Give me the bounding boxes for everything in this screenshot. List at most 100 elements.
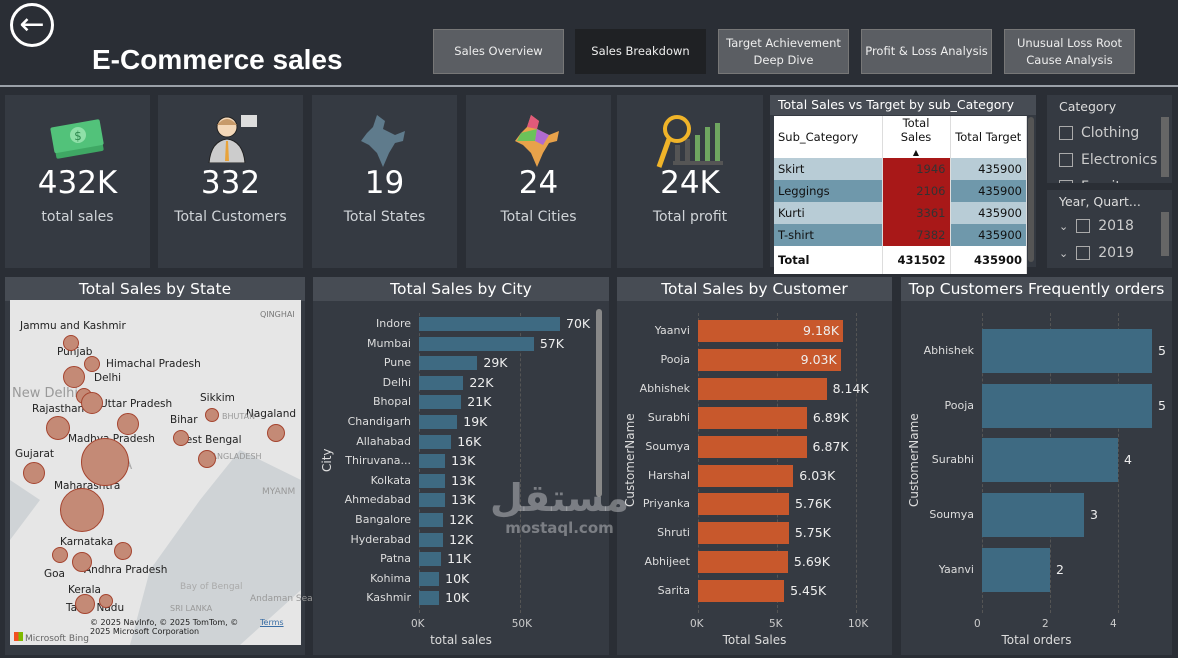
slicer-item[interactable]: ⌄ 2018 bbox=[1059, 213, 1160, 240]
state-bubble[interactable] bbox=[52, 547, 68, 563]
state-bubble[interactable] bbox=[99, 594, 113, 608]
bar[interactable] bbox=[419, 454, 446, 469]
back-button[interactable]: ← bbox=[10, 3, 54, 47]
checkbox[interactable] bbox=[1059, 180, 1073, 183]
bar[interactable] bbox=[698, 406, 807, 429]
data-label: 57K bbox=[539, 335, 564, 351]
checkbox[interactable] bbox=[1076, 246, 1091, 260]
checkbox[interactable] bbox=[1059, 153, 1073, 167]
bar[interactable] bbox=[419, 356, 478, 371]
bar[interactable] bbox=[982, 383, 1152, 428]
bar[interactable] bbox=[982, 329, 1152, 373]
total-target-cell: 435900 bbox=[950, 180, 1027, 202]
state-label: Karnataka bbox=[60, 536, 114, 548]
bar[interactable] bbox=[419, 532, 444, 547]
bar[interactable] bbox=[982, 438, 1118, 483]
slicer-item[interactable]: Electronics bbox=[1059, 147, 1160, 174]
bar[interactable] bbox=[982, 493, 1084, 538]
slicer-scrollbar[interactable] bbox=[1161, 117, 1169, 177]
chevron-down-icon[interactable]: ⌄ bbox=[1059, 247, 1069, 260]
state-map[interactable]: Jammu and Kashmir Punjab Himachal Pradesh D… bbox=[10, 300, 313, 645]
checkbox[interactable] bbox=[1076, 219, 1091, 233]
bar[interactable] bbox=[419, 571, 440, 586]
state-bubble[interactable] bbox=[63, 335, 79, 351]
bar[interactable] bbox=[419, 375, 464, 390]
nav-sales-overview[interactable]: Sales Overview bbox=[433, 29, 564, 74]
bar[interactable] bbox=[698, 435, 807, 458]
panel-title: Top Customers Frequently orders bbox=[901, 277, 1172, 301]
bar[interactable] bbox=[698, 551, 788, 574]
state-bubble[interactable] bbox=[75, 594, 95, 614]
state-bubble[interactable] bbox=[173, 430, 189, 446]
chart-scrollbar[interactable] bbox=[596, 309, 602, 497]
state-bubble[interactable] bbox=[72, 552, 92, 572]
table-row[interactable]: Leggings 2106 435900 bbox=[774, 180, 1027, 202]
data-label: 4 bbox=[1124, 452, 1132, 468]
slicer-item[interactable]: ⌄ 2019 bbox=[1059, 240, 1160, 267]
table-row[interactable]: Skirt 1946 435900 bbox=[774, 158, 1027, 180]
state-bubble[interactable] bbox=[205, 408, 219, 422]
nav-unusual-loss[interactable]: Unusual Loss Root Cause Analysis bbox=[1004, 29, 1135, 74]
col-total-target[interactable]: Total Target bbox=[950, 116, 1027, 158]
base-map-label: SRI LANKA bbox=[170, 604, 213, 613]
sub-category-cell: Kurti bbox=[774, 202, 883, 224]
slicer-item[interactable]: Furniture bbox=[1059, 174, 1160, 183]
bar[interactable] bbox=[698, 522, 789, 545]
bar[interactable] bbox=[419, 317, 560, 331]
bar[interactable] bbox=[698, 493, 789, 516]
state-bubble[interactable] bbox=[84, 356, 100, 372]
bar[interactable] bbox=[419, 552, 442, 567]
col-sub-category[interactable]: Sub_Category bbox=[774, 116, 883, 158]
col-total-sales[interactable]: Total Sales ▲ bbox=[882, 116, 951, 158]
bar[interactable] bbox=[698, 464, 794, 487]
bar[interactable] bbox=[419, 473, 446, 488]
bar[interactable] bbox=[419, 591, 440, 606]
terms-link[interactable]: Terms bbox=[260, 618, 284, 627]
state-bubble[interactable] bbox=[46, 416, 70, 440]
table-scrollbar[interactable] bbox=[1028, 117, 1034, 262]
data-label: 2 bbox=[1056, 561, 1064, 577]
slicer-scrollbar[interactable] bbox=[1161, 212, 1169, 256]
data-label: 3 bbox=[1090, 507, 1098, 523]
nav-profit-loss[interactable]: Profit & Loss Analysis bbox=[861, 29, 992, 74]
nav-target-achievement[interactable]: Target Achievement Deep Dive bbox=[718, 29, 849, 74]
bar[interactable] bbox=[698, 348, 841, 371]
bar[interactable] bbox=[698, 377, 827, 400]
bar[interactable] bbox=[419, 434, 452, 449]
bar[interactable] bbox=[698, 320, 844, 342]
slicer-item[interactable]: Clothing bbox=[1059, 120, 1160, 147]
table-row[interactable]: Kurti 3361 435900 bbox=[774, 202, 1027, 224]
data-label: 10K bbox=[445, 590, 470, 606]
bar[interactable] bbox=[419, 336, 534, 351]
data-label: 13K bbox=[451, 492, 476, 508]
data-label: 13K bbox=[451, 453, 476, 469]
kpi-value: 19 bbox=[364, 165, 405, 201]
table-row[interactable]: T-shirt 7382 435900 bbox=[774, 224, 1027, 246]
state-bubble[interactable] bbox=[198, 450, 216, 468]
category-label: Kohima bbox=[370, 571, 411, 585]
bar[interactable] bbox=[419, 493, 446, 508]
customer-icon bbox=[158, 113, 303, 163]
state-bubble[interactable] bbox=[267, 424, 285, 442]
axis-tick: 4 bbox=[1110, 618, 1117, 630]
chevron-down-icon[interactable]: ⌄ bbox=[1059, 220, 1069, 233]
bar[interactable] bbox=[419, 395, 462, 410]
target-table: Sub_Category Total Sales ▲ Total Target Ski… bbox=[774, 116, 1027, 274]
bar[interactable] bbox=[419, 415, 458, 429]
category-label: Harshal bbox=[647, 468, 690, 482]
bar[interactable] bbox=[698, 580, 785, 603]
bar[interactable] bbox=[982, 547, 1050, 592]
state-bubble[interactable] bbox=[81, 438, 129, 486]
nav-sales-breakdown[interactable]: Sales Breakdown bbox=[575, 29, 706, 74]
bar[interactable] bbox=[419, 513, 444, 527]
checkbox[interactable] bbox=[1059, 126, 1073, 140]
state-label: Delhi bbox=[94, 372, 122, 384]
total-target-cell: 435900 bbox=[950, 158, 1027, 180]
state-bubble[interactable] bbox=[63, 366, 85, 388]
state-bubble[interactable] bbox=[81, 392, 103, 414]
total-label: Total bbox=[774, 246, 883, 274]
state-bubble[interactable] bbox=[114, 542, 132, 560]
state-bubble[interactable] bbox=[117, 413, 139, 435]
state-bubble[interactable] bbox=[60, 488, 104, 532]
state-bubble[interactable] bbox=[23, 462, 45, 484]
